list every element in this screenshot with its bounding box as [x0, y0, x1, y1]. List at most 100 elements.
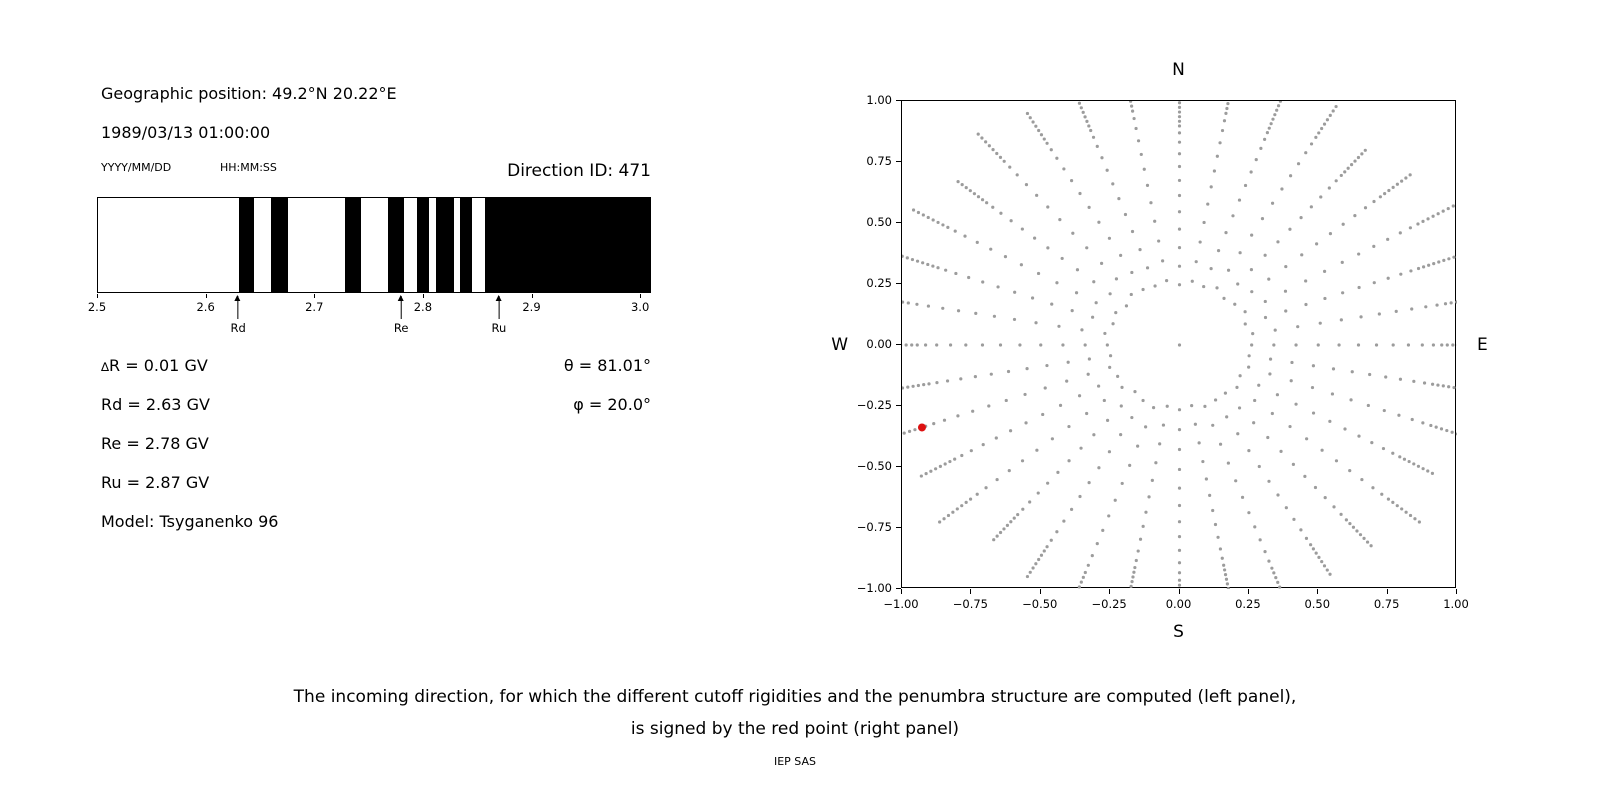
compass-south-label: S [1173, 622, 1184, 642]
penumbra-band [459, 198, 473, 292]
direction-grid-dot [1268, 357, 1273, 361]
direction-grid-dot [1357, 434, 1361, 438]
direction-grid-dot [1005, 523, 1010, 527]
direction-grid-dot [1177, 164, 1182, 169]
direction-grid-dot [1161, 423, 1166, 427]
direction-grid-dot [1267, 277, 1271, 281]
compass-west-label: W [831, 335, 848, 355]
direction-grid-dot [1030, 296, 1035, 300]
delta-r-value: ∆R = 0.01 GV [101, 356, 208, 375]
direction-grid-dot [1058, 403, 1063, 407]
direction-grid-dot [1226, 101, 1230, 106]
direction-grid-dot [1270, 201, 1275, 205]
direction-grid-dot [1060, 256, 1064, 261]
direction-grid-dot [1031, 120, 1035, 124]
direction-grid-dot [1222, 119, 1227, 123]
direction-grid-dot [1412, 379, 1416, 383]
direction-grid-dot [1366, 403, 1370, 408]
direction-grid-dot [1055, 156, 1059, 160]
direction-grid-dot [1043, 386, 1047, 390]
direction-grid-dot [1006, 369, 1011, 374]
direction-grid-dot [1177, 520, 1182, 524]
direction-grid-dot [1028, 500, 1032, 504]
direction-grid-dot [964, 186, 968, 190]
x-tick-mark [1317, 589, 1319, 594]
penumbra-plot-area [97, 197, 651, 293]
direction-grid-dot [913, 428, 917, 432]
direction-grid-dot [1296, 162, 1301, 166]
direction-grid-dot [1015, 173, 1019, 177]
direction-grid-dot [1236, 432, 1240, 436]
direction-grid-dot [1322, 269, 1327, 273]
direction-grid-dot [1249, 170, 1253, 174]
direction-grid-dot [923, 343, 928, 347]
direction-grid-dot [1103, 331, 1107, 336]
direction-grid-dot [1251, 332, 1255, 336]
direction-grid-dot [1177, 140, 1182, 144]
direction-grid-dot [1012, 516, 1016, 520]
direction-grid-dot [1158, 442, 1162, 446]
direction-grid-dot [1208, 493, 1212, 497]
direction-grid-dot [1440, 343, 1444, 347]
direction-grid-dot [1222, 563, 1226, 567]
direction-grid-dot [1341, 291, 1345, 295]
direction-grid-dot [1215, 154, 1219, 158]
penumbra-x-tick-label: 2.9 [522, 300, 541, 314]
direction-grid-dot [1445, 428, 1449, 433]
x-tick-mark [1386, 589, 1388, 594]
direction-grid-dot [1225, 106, 1229, 111]
direction-grid-dot [1206, 202, 1210, 206]
direction-grid-dot [1092, 280, 1096, 284]
direction-grid-dot [1300, 253, 1304, 257]
direction-grid-dot [1177, 467, 1182, 472]
x-tick-label: 0.75 [1373, 597, 1400, 611]
direction-grid-dot [1410, 417, 1414, 422]
time-format-hint: HH:MM:SS [220, 161, 277, 174]
direction-grid-dot [1177, 561, 1182, 565]
direction-grid-dot [921, 261, 925, 265]
direction-grid-dot [1107, 514, 1111, 518]
direction-grid-dot [1045, 141, 1049, 145]
direction-grid-dot [1387, 188, 1391, 193]
direction-grid-dot [1328, 419, 1332, 423]
direction-grid-dot [1363, 206, 1368, 210]
direction-grid-dot [1430, 471, 1435, 475]
direction-grid-dot [1243, 310, 1247, 314]
direction-grid-dot [1399, 272, 1403, 276]
direction-grid-dot [975, 492, 979, 496]
penumbra-band [344, 198, 361, 292]
direction-grid-dot [1095, 542, 1099, 546]
direction-grid-dot [1018, 343, 1022, 347]
x-tick-label: −1.00 [883, 597, 919, 611]
direction-grid-dot [1177, 583, 1182, 587]
direction-grid-dot [1177, 152, 1182, 156]
direction-grid-dot [1020, 227, 1024, 231]
direction-grid-dot [944, 268, 948, 272]
direction-grid-dot [1130, 104, 1134, 108]
direction-grid-dot [1400, 179, 1404, 183]
y-tick-label: 0.50 [866, 215, 892, 229]
direction-grid-dot [1129, 292, 1133, 297]
direction-grid-dot [1309, 205, 1313, 209]
direction-grid-dot [992, 538, 996, 542]
direction-grid-dot [1089, 128, 1093, 133]
direction-grid-dot [1273, 328, 1277, 332]
direction-grid-dot [1289, 379, 1293, 383]
direction-grid-dot [1309, 142, 1314, 146]
direction-grid-dot [1442, 258, 1446, 263]
direction-grid-dot [1177, 571, 1182, 575]
direction-grid-dot [1177, 264, 1182, 268]
direction-grid-dot [995, 534, 999, 538]
direction-grid-dot [994, 436, 998, 440]
direction-grid-dot [1382, 408, 1386, 413]
direction-grid-dot [1270, 566, 1274, 570]
direction-grid-dot [1045, 363, 1049, 368]
direction-grid-dot [1177, 408, 1182, 412]
geo-position-label: Geographic position: 49.2°N 20.22°E [101, 84, 397, 103]
direction-grid-dot [1328, 232, 1333, 236]
direction-grid-dot [1070, 309, 1074, 313]
direction-grid-dot [1108, 292, 1112, 296]
direction-grid-dot [1071, 231, 1075, 235]
direction-grid-dot [1177, 178, 1182, 183]
